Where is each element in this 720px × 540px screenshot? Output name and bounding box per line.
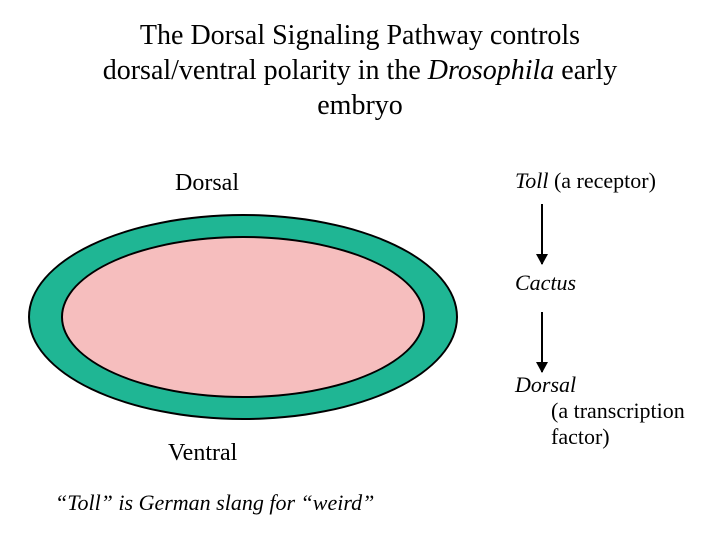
toll-paren: (a receptor) xyxy=(548,168,655,193)
dorsal-sub1: (a transcription xyxy=(551,398,715,424)
page-title: The Dorsal Signaling Pathway controls do… xyxy=(0,18,720,123)
dorsal-sub2: factor) xyxy=(551,424,715,450)
cactus-name: Cactus xyxy=(515,270,576,295)
title-line1: The Dorsal Signaling Pathway controls xyxy=(140,20,580,51)
arrow-cactus-dorsal xyxy=(541,312,543,372)
embryo-inner-ellipse xyxy=(61,236,425,398)
title-line2-pre: dorsal/ventral polarity in the xyxy=(103,55,428,86)
pathway-item-dorsal: Dorsal (a transcription factor) xyxy=(515,372,715,450)
title-line2-post: early xyxy=(554,55,617,86)
dorsal-name: Dorsal xyxy=(515,372,576,397)
pathway-item-toll: Toll (a receptor) xyxy=(515,168,715,194)
title-line3: embryo xyxy=(317,90,403,121)
pathway-item-cactus: Cactus xyxy=(515,270,715,296)
title-line2-ital: Drosophila xyxy=(428,55,555,86)
toll-name: Toll xyxy=(515,168,548,193)
embryo-diagram xyxy=(28,214,458,420)
footnote-text: “Toll” is German slang for “weird” xyxy=(55,490,374,516)
dorsal-label: Dorsal xyxy=(175,170,239,197)
arrow-toll-cactus xyxy=(541,204,543,264)
pathway-column: Toll (a receptor) Cactus Dorsal (a trans… xyxy=(515,168,715,450)
ventral-label: Ventral xyxy=(168,440,237,467)
